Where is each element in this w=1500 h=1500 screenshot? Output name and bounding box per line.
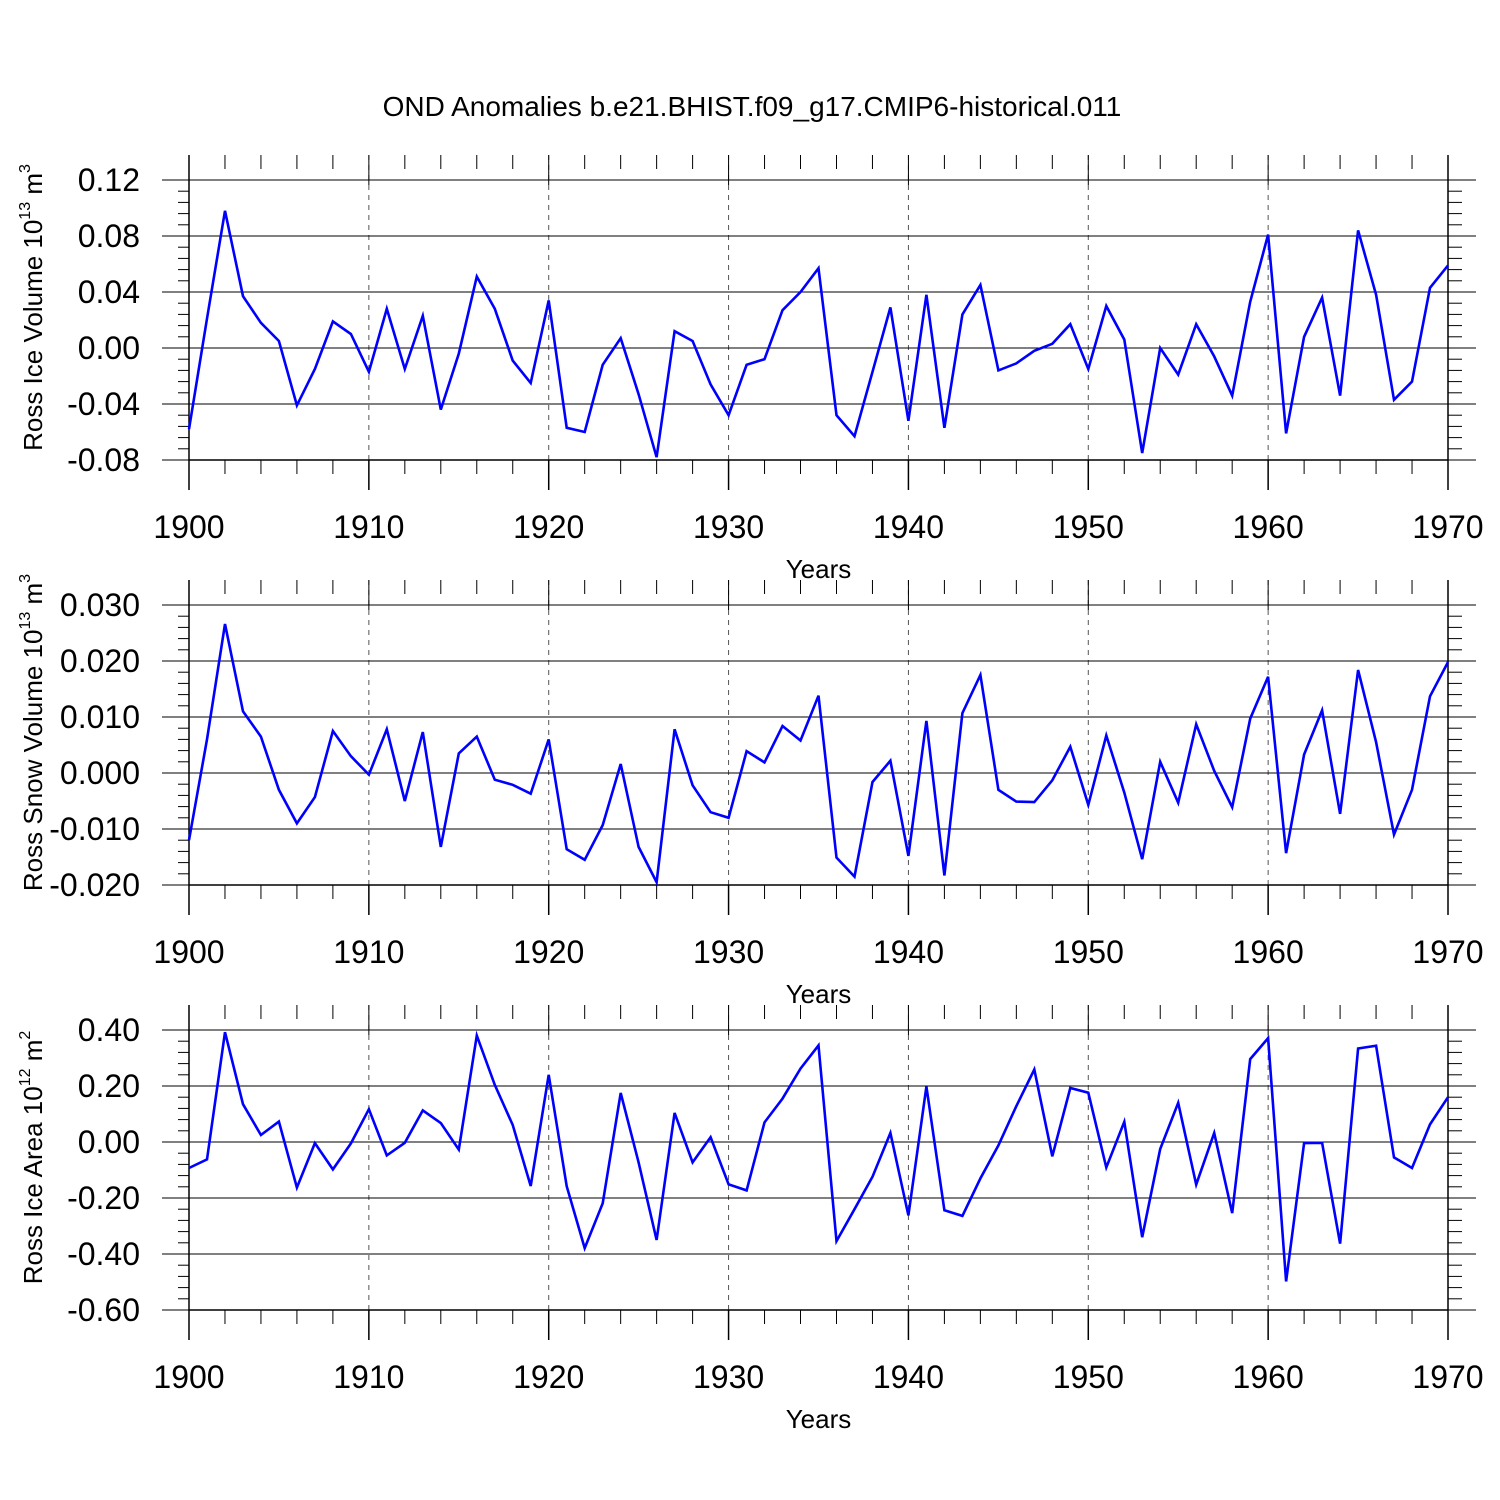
y-tick-label: -0.40: [67, 1236, 140, 1272]
y-tick-label: 0.40: [78, 1012, 140, 1048]
y-tick-label: 0.12: [78, 162, 140, 198]
series-line: [187, 210, 1450, 458]
y-tick-label: 0.010: [60, 699, 140, 735]
y-tick-label: 0.08: [78, 218, 140, 254]
x-tick-label: 1920: [513, 934, 584, 970]
x-tick-label: 1970: [1412, 509, 1483, 545]
ice-area-panel: -0.60 -0.40 -0.20 0.00 0.20 0.40 1900 1910 1920 1…: [17, 1005, 1484, 1434]
x-tick-label: 1920: [513, 1359, 584, 1395]
y-axis-title: Ross Snow Volume 1013 m3: [17, 574, 48, 891]
x-axis-title: Years: [786, 1404, 852, 1434]
y-tick-label: 0.00: [78, 330, 140, 366]
x-tick-label: 1930: [693, 934, 764, 970]
x-tick-label: 1910: [333, 509, 404, 545]
x-tick-label: 1930: [693, 1359, 764, 1395]
y-tick-label: 0.00: [78, 1124, 140, 1160]
x-axis-title: Years: [786, 554, 852, 584]
x-tick-label: 1910: [333, 1359, 404, 1395]
x-tick-label: 1940: [873, 934, 944, 970]
x-tick-label: 1950: [1053, 509, 1124, 545]
x-tick-label: 1950: [1053, 934, 1124, 970]
y-tick-label: -0.20: [67, 1180, 140, 1216]
x-tick-label: 1950: [1053, 1359, 1124, 1395]
x-tick-label: 1940: [873, 509, 944, 545]
y-tick-label: -0.020: [49, 867, 140, 903]
ice-volume-panel: -0.08 -0.04 0.00 0.04 0.08 0.12 1900 1910 1920 19…: [17, 155, 1484, 584]
y-tick-label: -0.60: [67, 1292, 140, 1328]
y-tick-label: 0.04: [78, 274, 140, 310]
figure-title: OND Anomalies b.e21.BHIST.f09_g17.CMIP6-…: [383, 91, 1122, 122]
x-tick-label: 1900: [153, 1359, 224, 1395]
x-tick-label: 1960: [1233, 509, 1304, 545]
x-tick-label: 1960: [1233, 1359, 1304, 1395]
x-tick-label: 1900: [153, 509, 224, 545]
y-tick-label: -0.010: [49, 811, 140, 847]
y-axis-title: Ross Ice Area 1012 m2: [17, 1031, 48, 1285]
y-tick-label: -0.08: [67, 442, 140, 478]
y-axis-title: Ross Ice Volume 1013 m3: [17, 164, 48, 451]
x-tick-label: 1970: [1412, 934, 1483, 970]
x-tick-label: 1940: [873, 1359, 944, 1395]
y-tick-label: -0.04: [67, 386, 140, 422]
y-tick-label: 0.020: [60, 643, 140, 679]
snow-volume-panel: -0.020 -0.010 0.000 0.010 0.020 0.030 1900 1910…: [17, 574, 1484, 1009]
x-axis-title: Years: [786, 979, 852, 1009]
y-tick-label: 0.20: [78, 1068, 140, 1104]
x-tick-label: 1960: [1233, 934, 1304, 970]
y-tick-label: 0.000: [60, 755, 140, 791]
series-line: [188, 1030, 1450, 1282]
y-tick-label: 0.030: [60, 587, 140, 623]
x-tick-label: 1900: [153, 934, 224, 970]
x-tick-label: 1930: [693, 509, 764, 545]
series-line: [187, 623, 1450, 887]
x-tick-label: 1910: [333, 934, 404, 970]
x-tick-label: 1970: [1412, 1359, 1483, 1395]
x-tick-label: 1920: [513, 509, 584, 545]
